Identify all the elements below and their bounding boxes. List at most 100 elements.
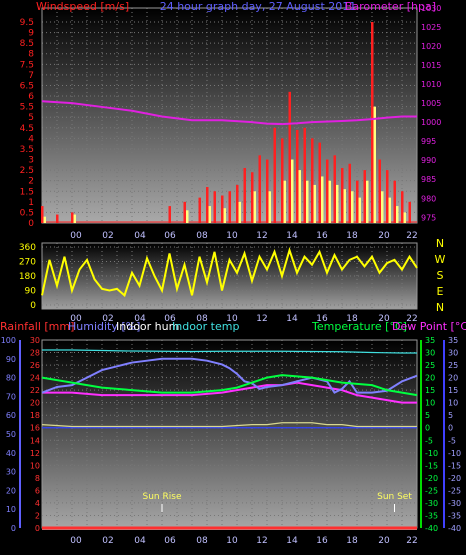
windspeed-bar [56,214,59,223]
hour-tick-label: 08 [196,536,208,546]
gust-bar [238,201,241,223]
temperature-tick-label: -5 [425,436,433,445]
windspeed-bar [303,127,306,223]
panel2-border [41,242,418,310]
rainfall-tick-label: 4 [35,499,40,508]
hour-tick-label: 20 [378,231,390,241]
gust-bar [358,197,361,223]
hour-tick-label: 10 [226,536,238,546]
windspeed-tick-label: 5.5 [20,103,34,113]
gust-bar [73,214,76,223]
series-line [41,422,417,428]
panel1-background [42,8,417,223]
windspeed-bar [288,91,291,224]
gust-bar [403,212,406,223]
windspeed-bar [206,187,209,223]
hour-tick-label: 06 [164,231,176,241]
dewpoint-tick-label: 25 [448,361,458,370]
panel2-hour-ticks: 00 02 04 06 08 10 12 14 16 18 20 22 [70,314,417,324]
barometer-axis-label: Barometer [hpa] [345,0,436,13]
rainfall-tick-label: 14 [30,436,40,445]
rainfall-tick-label: 28 [30,349,40,358]
humidity-tick-label: 0 [11,524,16,533]
windspeed-tick-label: 8 [28,50,34,60]
windspeed-bar [281,138,284,223]
dewpoint-tick-label: -40 [448,524,461,533]
windspeed-bar [363,170,366,223]
windspeed-tick-label: 8.5 [20,39,34,49]
gust-bar [328,180,331,223]
dewpoint-tick-label: -20 [448,474,461,483]
gust-bar [313,184,316,223]
rainfall-tick-label: 12 [30,449,40,458]
hour-tick-label: 08 [196,231,208,241]
dewpoint-tick-label: 35 [448,336,458,345]
gust-bar [223,208,226,223]
windspeed-bar [251,172,254,223]
hour-tick-label: 18 [346,314,358,324]
panel1-hour-ticks: 00 02 04 06 08 10 12 14 16 18 20 22 [70,231,417,241]
barometer-tick-label: 980 [421,194,436,203]
panel2-grid [41,242,418,310]
hour-tick-label: 12 [256,314,267,324]
windspeed-bar [393,180,396,223]
hour-tick-label: 22 [406,536,417,546]
windspeed-tick-label: 6.5 [20,81,34,91]
temperature-tick-label: -15 [425,461,438,470]
humidity-tick-label: 20 [6,486,16,495]
rainfall-tick-label: 24 [30,374,40,383]
windspeed-bar [266,159,269,223]
humidity-tick-label: 50 [6,430,16,439]
windspeed-bar [318,142,321,223]
barometer-tick-label: 975 [421,213,436,222]
compass-label: N [436,237,444,250]
gust-bar [343,189,346,223]
dewpoint-tick-label: 30 [448,349,458,358]
panel3-hour-ticks: 00 02 04 06 08 10 12 14 16 18 20 22 [70,536,417,546]
humidity-tick-label: 30 [6,468,16,477]
dewpoint-tick-label: 0 [448,424,453,433]
hour-tick-label: 14 [286,536,298,546]
direction-tick-label: 90 [25,287,37,297]
windspeed-bar [228,191,231,223]
hour-tick-label: 14 [286,314,298,324]
temperature-tick-label: -25 [425,486,438,495]
compass-label: W [435,253,446,266]
windspeed-tick-label: 7.5 [20,60,34,70]
windspeed-ticks: 00.511.522.533.544.555.566.577.588.599.5 [20,18,35,229]
windspeed-bar [213,191,216,223]
humidity-tick-label: 10 [6,505,16,514]
rainfall-tick-label: 0 [35,524,40,533]
windspeed-tick-label: 7 [28,71,34,81]
windspeed-bar [236,184,239,223]
barometer-tick-label: 1025 [421,23,441,32]
windspeed-bar [326,159,329,223]
windspeed-tick-label: 5 [28,113,34,123]
hour-tick-label: 12 [256,536,267,546]
hour-tick-label: 02 [102,231,113,241]
barometer-line [41,100,417,126]
indoor-hum-label: Indoor hum [116,320,179,333]
dewpoint-tick-label: -30 [448,499,461,508]
series-line [41,357,418,394]
hour-tick-label: 20 [378,536,390,546]
windspeed-bar [258,155,261,223]
temperature-tick-label: -10 [425,449,438,458]
windspeed-axis-label: Windspeed [m/s] [36,0,129,13]
humidity-tick-label: 70 [6,392,16,401]
gust-bar [381,191,384,223]
barometer-tick-label: 1020 [421,42,441,51]
windspeed-bar [243,167,246,223]
humidity-tick-label: 90 [6,355,16,364]
rainfall-tick-label: 20 [30,399,40,408]
gust-bar [336,184,339,223]
wind-barometer-panel: 00.511.522.533.544.555.566.577.588.599.5… [20,0,442,241]
hour-tick-label: 00 [70,314,82,324]
hour-tick-label: 18 [346,536,358,546]
gust-bar [306,180,309,223]
hour-tick-label: 22 [406,231,417,241]
rainfall-tick-label: 30 [30,336,40,345]
humidity-tick-label: 100 [1,336,16,345]
rainfall-tick-label: 6 [35,486,40,495]
